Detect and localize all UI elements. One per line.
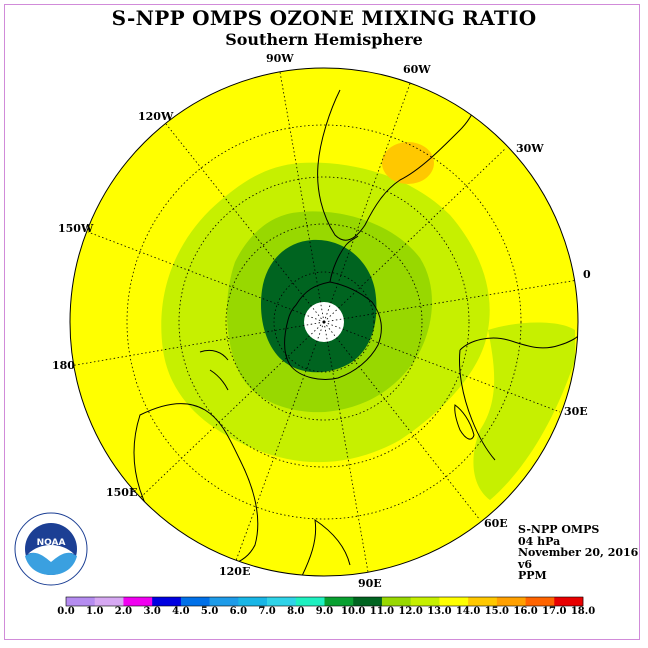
lon-label-60w: 60W <box>403 63 431 76</box>
colorbar-swatch <box>152 597 182 606</box>
colorbar-tick-label: 16.0 <box>513 606 538 617</box>
colorbar-tick-label: 8.0 <box>287 606 305 617</box>
colorbar-tick-label: 14.0 <box>455 606 481 617</box>
colorbar-swatch <box>66 597 96 606</box>
colorbar-tick-label: 17.0 <box>542 606 567 617</box>
coastlines <box>133 89 578 576</box>
colorbar-swatch <box>209 597 239 606</box>
colorbar-tick-label: 15.0 <box>484 606 510 617</box>
colorbar-swatch <box>439 597 469 606</box>
colorbar-tick-label: 9.0 <box>315 606 334 617</box>
colorbar-outline <box>65 596 584 607</box>
map-subtitle: Southern Hemisphere <box>225 30 423 49</box>
colorbar-swatch <box>295 597 325 606</box>
info-block: S-NPP OMPS 04 hPa November 20, 2016 v6 P… <box>518 524 638 582</box>
coast-south-america <box>317 89 479 241</box>
colorbar-tick-label: 3.0 <box>143 606 161 617</box>
colorbar-swatch <box>381 597 411 606</box>
coast-asia-fragment <box>299 518 351 576</box>
lon-label-120w: 120W <box>138 110 174 123</box>
colorbar-tick-label: 12.0 <box>398 606 423 617</box>
coast-africa <box>459 335 578 461</box>
field-high-13-14 <box>382 142 434 184</box>
colorbar-swatch <box>468 597 498 606</box>
figure-frame <box>4 4 640 640</box>
latitude-circles <box>126 124 522 520</box>
colorbar-swatch <box>410 597 440 606</box>
map-outline <box>69 67 579 577</box>
info-units: PPM <box>518 569 547 582</box>
colorbar-swatch <box>554 597 584 606</box>
info-date: November 20, 2016 <box>518 546 639 559</box>
field-ring-11-12-east <box>473 322 575 500</box>
colorbar-swatch <box>267 597 297 606</box>
colorbar-tick-label: 1.0 <box>86 606 104 617</box>
coast-antarctica <box>284 281 382 380</box>
colorbar-swatch <box>123 597 153 606</box>
coast-australia <box>133 403 259 567</box>
lon-label-120e: 120E <box>219 565 251 578</box>
colorbar-tick-label: 2.0 <box>114 606 133 617</box>
info-version: v6 <box>518 557 533 571</box>
coast-antarctic-peninsula <box>329 235 359 283</box>
colorbar-tick-label: 0.0 <box>57 606 75 617</box>
map-title: S-NPP OMPS OZONE MIXING RATIO <box>111 6 537 30</box>
colorbar-swatch <box>496 597 526 606</box>
colorbar-tick-label: 11.0 <box>369 606 395 617</box>
lon-label-90e: 90E <box>358 577 382 590</box>
colorbar-tick-label: 4.0 <box>172 606 190 617</box>
colorbar-swatch <box>353 597 383 606</box>
lon-label-60e: 60E <box>484 517 508 530</box>
noaa-logo: NOAA <box>14 512 88 586</box>
colorbar-swatch <box>180 597 210 606</box>
info-instrument: S-NPP OMPS <box>518 523 600 536</box>
colorbar-tick-label: 7.0 <box>258 606 276 617</box>
lon-label-150e: 150E <box>106 486 138 499</box>
noaa-logo-text: NOAA <box>37 538 66 548</box>
colorbar-tick-label: 18.0 <box>570 606 596 617</box>
colorbar <box>65 596 584 607</box>
colorbar-swatch <box>324 597 354 606</box>
coast-new-zealand <box>199 349 229 391</box>
colorbar-tick-label: 10.0 <box>341 606 366 617</box>
colorbar-swatch <box>238 597 268 606</box>
lon-label-180: 180 <box>52 359 75 372</box>
lon-label-90w: 90W <box>266 52 294 65</box>
colorbar-labels: 0.0 1.0 2.0 3.0 4.0 5.0 6.0 7.0 8.0 9.0 10.0 11.0 12… <box>0 606 648 620</box>
colorbar-tick-label: 6.0 <box>229 606 248 617</box>
coast-madagascar <box>454 404 475 440</box>
colorbar-tick-label: 13.0 <box>427 606 452 617</box>
lon-label-30w: 30W <box>516 142 544 155</box>
pole-marker <box>322 320 326 324</box>
lon-label-0: 0 <box>583 268 591 281</box>
info-level: 04 hPa <box>518 534 561 548</box>
meridians <box>70 71 578 573</box>
colorbar-swatch <box>94 597 124 606</box>
lon-label-30e: 30E <box>564 405 588 418</box>
lon-label-150w: 150W <box>58 222 94 235</box>
colorbar-swatch <box>525 597 555 606</box>
colorbar-tick-label: 5.0 <box>200 606 219 617</box>
